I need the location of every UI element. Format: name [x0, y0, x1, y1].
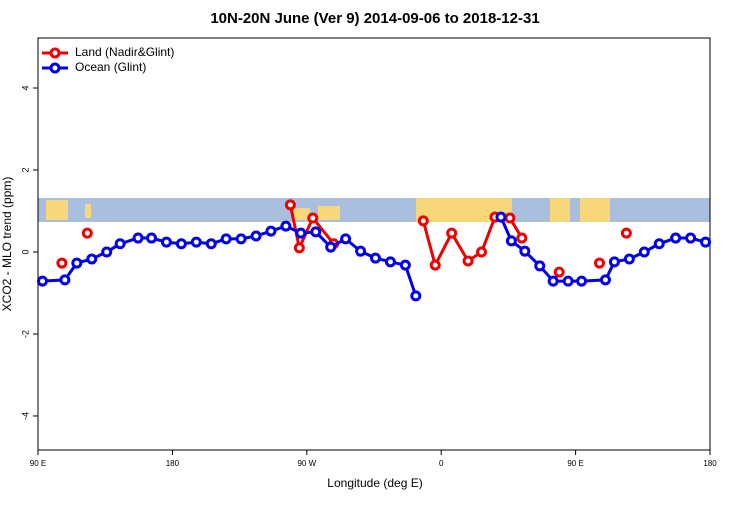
data-point	[429, 259, 441, 271]
y-tick-label: -2	[20, 330, 30, 338]
data-point	[410, 290, 422, 302]
data-point	[599, 274, 611, 286]
data-point	[284, 199, 296, 211]
data-point	[446, 227, 458, 239]
x-tick-label: 180	[703, 459, 717, 468]
data-point	[384, 256, 396, 268]
data-point	[56, 257, 68, 269]
data-point	[86, 253, 98, 265]
data-point	[59, 274, 71, 286]
data-point	[685, 232, 697, 244]
legend-marker	[49, 62, 61, 74]
data-point	[310, 226, 322, 238]
data-point	[608, 256, 620, 268]
data-point	[295, 227, 307, 239]
x-axis-label: Longitude (deg E)	[327, 476, 422, 490]
data-point	[250, 230, 262, 242]
y-tick-label: 4	[20, 86, 30, 91]
data-point	[417, 215, 429, 227]
data-point	[670, 232, 682, 244]
data-point	[293, 242, 305, 254]
data-point	[516, 232, 528, 244]
data-point	[700, 236, 712, 248]
data-point	[495, 211, 507, 223]
data-point	[36, 275, 48, 287]
x-tick-label: 180	[166, 459, 180, 468]
x-tick-label: 90 E	[567, 459, 583, 468]
data-point	[325, 241, 337, 253]
data-point	[462, 255, 474, 267]
data-point	[534, 260, 546, 272]
data-point	[160, 236, 172, 248]
legend-label: Ocean (Glint)	[75, 60, 146, 74]
y-axis-label: XCO2 - MLO trend (ppm)	[0, 177, 14, 312]
data-point	[265, 225, 277, 237]
chart-title: 10N-20N June (Ver 9) 2014-09-06 to 2018-…	[210, 10, 539, 27]
data-point	[101, 246, 113, 258]
data-point	[369, 252, 381, 264]
data-point	[355, 245, 367, 257]
data-point	[280, 220, 292, 232]
y-tick-label: -4	[20, 412, 30, 420]
data-point	[576, 275, 588, 287]
data-point	[340, 233, 352, 245]
data-point	[476, 246, 488, 258]
data-point	[190, 236, 202, 248]
x-tick-label: 90 E	[30, 459, 46, 468]
data-point	[653, 238, 665, 250]
data-point	[220, 233, 232, 245]
data-point	[562, 275, 574, 287]
data-point	[547, 275, 559, 287]
legend-label: Land (Nadir&Glint)	[75, 45, 174, 59]
data-point	[114, 238, 126, 250]
data-point	[307, 212, 319, 224]
x-tick-label: 90 W	[297, 459, 316, 468]
data-point	[593, 257, 605, 269]
data-point	[519, 245, 531, 257]
y-tick-label: 0	[20, 249, 30, 254]
x-tick-label: 0	[439, 459, 444, 468]
y-tick-label: 2	[20, 167, 30, 172]
data-point	[505, 235, 517, 247]
map-strip	[38, 198, 710, 222]
data-point	[175, 238, 187, 250]
data-point	[81, 227, 93, 239]
data-point	[235, 233, 247, 245]
data-point	[638, 246, 650, 258]
data-point	[620, 227, 632, 239]
legend-marker	[49, 47, 61, 59]
data-point	[205, 238, 217, 250]
data-point	[132, 232, 144, 244]
data-point	[145, 232, 157, 244]
plot-frame	[37, 37, 711, 451]
data-point	[623, 253, 635, 265]
data-point	[504, 212, 516, 224]
data-point	[553, 266, 565, 278]
data-point	[71, 257, 83, 269]
data-point	[399, 259, 411, 271]
